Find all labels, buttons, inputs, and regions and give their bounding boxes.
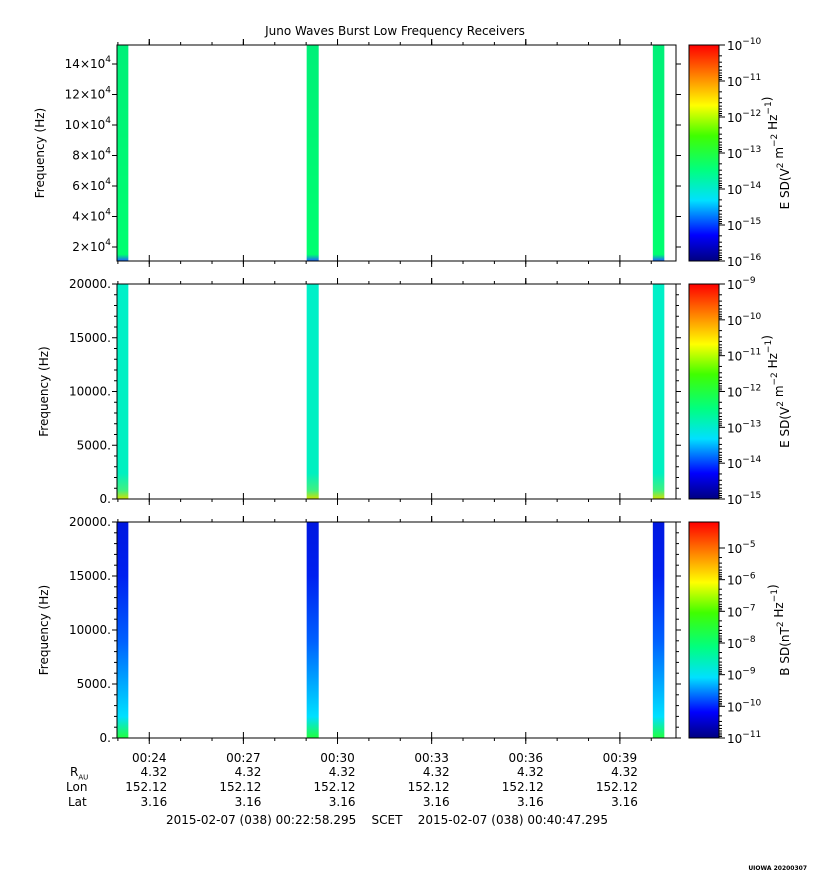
cbar-tick-label-middle-1: 10−10 [727,312,762,328]
cbar-tick-label-top-2: 10−12 [727,109,761,125]
ephemeris-r-4: 4.32 [422,765,450,779]
ytick-label-middle-3: 15000. [69,331,111,345]
plot-frame-middle [116,283,677,500]
ytick-label-middle-4: 20000. [69,277,111,291]
ephemeris-lon-3: 152.12 [313,780,356,794]
colorbar-bottom [688,521,720,739]
ephemeris-label-lon: Lon [66,780,88,794]
ephemeris-label-r: RAU [70,765,89,782]
burst-middle-2 [306,284,319,499]
colorbar-label-top: E SD(V2 m−2 Hz−1) [760,97,792,210]
plot-frame-bottom [116,521,677,739]
cbar-tick-label-bottom-3: 10−8 [727,635,756,651]
ephemeris-lat-3: 3.16 [328,795,356,809]
cbar-tick-label-bottom-4: 10−9 [727,667,756,683]
cbar-tick-label-middle-6: 10−15 [727,491,761,507]
ephemeris-lon-1: 152.12 [125,780,168,794]
ytick-label-top-4: 10×104 [65,116,112,132]
ytick-label-top-6: 14×104 [65,55,112,71]
cbar-tick-label-top-0: 10−10 [727,37,762,53]
colorbar-label-bottom: B SD(nT2 Hz−1) [766,584,792,675]
cbar-tick-label-bottom-2: 10−7 [727,603,756,619]
burst-bottom-1 [116,522,129,738]
cbar-tick-label-middle-2: 10−11 [727,348,761,364]
colorbar-label-middle: E SD(V2 m−2 Hz−1) [760,335,792,448]
ephemeris-lon-6: 152.12 [595,780,638,794]
plot-frame-top [116,44,677,262]
ytick-label-middle-1: 5000. [77,438,111,452]
ephemeris-lat-2: 3.16 [234,795,262,809]
xtick-label-2: 00:30 [320,751,355,765]
ephemeris-lon-5: 152.12 [501,780,544,794]
cbar-tick-label-middle-0: 10−9 [727,276,756,292]
ephemeris-label-lat: Lat [68,795,87,809]
burst-bottom-3 [652,522,665,738]
cbar-tick-label-bottom-1: 10−6 [727,572,756,588]
xtick-label-4: 00:36 [508,751,543,765]
ytick-label-bottom-3: 15000. [69,569,111,583]
colorbar-middle [688,283,720,500]
ephemeris-lat-6: 3.16 [611,795,638,809]
cbar-tick-label-bottom-5: 10−10 [727,698,762,714]
ytick-label-bottom-1: 5000. [77,677,111,691]
colorbar-top [688,44,720,262]
scet-end: 2015-02-07 (038) 00:40:47.295 [417,813,608,827]
ytick-label-bottom-0: 0. [100,731,111,745]
xtick-label-5: 00:39 [603,751,638,765]
cbar-tick-label-bottom-6: 10−11 [727,730,761,746]
ephemeris-lat-4: 3.16 [422,795,450,809]
ylabel-middle: Frequency (Hz) [37,346,51,437]
ylabel-bottom: Frequency (Hz) [37,585,51,676]
burst-top-3 [652,45,665,261]
ephemeris-r-5: 4.32 [517,765,544,779]
cbar-tick-label-top-6: 10−16 [727,253,762,269]
xtick-label-3: 00:33 [414,751,449,765]
scet-range: 2015-02-07 (038) 00:22:58.295 SCET 2015-… [166,813,608,827]
ytick-label-top-1: 4×104 [72,208,111,224]
burst-top-1 [116,45,129,261]
cbar-tick-label-top-1: 10−11 [727,73,761,89]
ephemeris-lon-2: 152.12 [219,780,262,794]
cbar-tick-label-middle-5: 10−14 [727,455,762,471]
cbar-tick-label-middle-4: 10−13 [727,419,761,435]
burst-top-2 [306,45,319,261]
xtick-label-1: 00:27 [226,751,261,765]
ephemeris-r-6: 4.32 [611,765,638,779]
scet-start: 2015-02-07 (038) 00:22:58.295 [166,813,357,827]
ephemeris-lat-1: 3.16 [140,795,168,809]
ytick-label-top-2: 6×104 [72,177,111,193]
cbar-tick-label-bottom-0: 10−5 [727,540,756,556]
panel-bottom: 0. 5000. 10000. 15000. 20000. Frequency (Hz) 1… [37,515,792,746]
xtick-label-0: 00:24 [132,751,167,765]
chart-title: Juno Waves Burst Low Frequency Receivers [265,24,525,38]
cbar-tick-label-top-3: 10−13 [727,145,761,161]
panel-top: 2×104 4×104 6×104 8×104 10×104 12×104 14×104 Fr… [33,37,792,269]
ytick-label-bottom-4: 20000. [69,515,111,529]
ephemeris-r-2: 4.32 [234,765,262,779]
ytick-label-top-3: 8×104 [72,147,111,163]
ytick-label-top-0: 2×104 [72,238,111,254]
cbar-tick-label-top-5: 10−15 [727,217,761,233]
ylabel-top: Frequency (Hz) [33,108,47,199]
ytick-label-middle-0: 0. [100,492,111,506]
cbar-tick-label-top-4: 10−14 [727,181,762,197]
panel-middle: 0. 5000. 10000. 15000. 20000. Frequency (Hz) 1… [37,276,792,507]
ytick-label-bottom-2: 10000. [69,623,111,637]
ytick-label-middle-2: 10000. [69,385,111,399]
ephemeris-r-1: 4.32 [140,765,168,779]
ytick-label-top-5: 12×104 [65,86,112,102]
burst-middle-3 [652,284,665,499]
credit-stamp: UIOWA 20200307 [748,865,807,872]
ephemeris-lon-4: 152.12 [407,780,450,794]
cbar-tick-label-middle-3: 10−12 [727,384,761,400]
burst-middle-1 [116,284,129,499]
ephemeris-lat-5: 3.16 [517,795,544,809]
burst-bottom-2 [306,522,319,738]
scet-label: SCET [371,813,403,827]
ephemeris-r-3: 4.32 [328,765,356,779]
